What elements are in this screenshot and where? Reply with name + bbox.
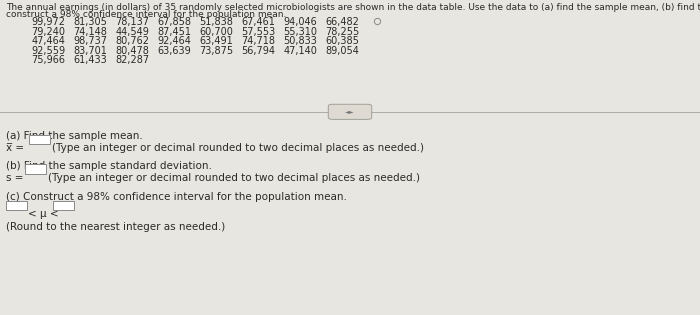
Text: 47,140: 47,140 [284,46,317,56]
Text: 50,833: 50,833 [284,36,317,46]
Text: construct a 98% confidence interval for the population mean.: construct a 98% confidence interval for … [6,10,286,19]
FancyBboxPatch shape [328,104,372,119]
Text: 79,240: 79,240 [32,27,66,37]
Text: 56,794: 56,794 [241,46,276,56]
Text: 73,875: 73,875 [199,46,234,56]
Text: s =: s = [6,173,27,183]
Text: 44,549: 44,549 [116,27,149,37]
FancyBboxPatch shape [29,135,50,144]
Text: 82,287: 82,287 [116,55,150,65]
Text: 67,461: 67,461 [241,17,275,27]
Text: 80,762: 80,762 [116,36,150,46]
Text: 63,491: 63,491 [199,36,233,46]
Text: 78,255: 78,255 [326,27,360,37]
Text: (Type an integer or decimal rounded to two decimal places as needed.): (Type an integer or decimal rounded to t… [48,173,420,183]
Text: 67,858: 67,858 [158,17,192,27]
Text: 55,310: 55,310 [284,27,318,37]
Text: (c) Construct a 98% confidence interval for the population mean.: (c) Construct a 98% confidence interval … [6,192,346,202]
Text: < μ <: < μ < [28,209,59,220]
FancyBboxPatch shape [25,164,46,174]
Text: (b) Find the sample standard deviation.: (b) Find the sample standard deviation. [6,161,211,171]
Text: (a) Find the sample mean.: (a) Find the sample mean. [6,131,142,141]
Text: ◄►: ◄► [345,109,355,114]
Text: 47,464: 47,464 [32,36,65,46]
FancyBboxPatch shape [52,201,74,210]
Text: 87,451: 87,451 [158,27,192,37]
Text: 63,639: 63,639 [158,46,191,56]
Text: 92,559: 92,559 [32,46,66,56]
Text: 81,305: 81,305 [74,17,107,27]
Text: 98,737: 98,737 [74,36,108,46]
Text: (Round to the nearest integer as needed.): (Round to the nearest integer as needed.… [6,222,225,232]
Text: 74,148: 74,148 [74,27,107,37]
Text: x̅ =: x̅ = [6,143,27,153]
Text: 99,972: 99,972 [32,17,66,27]
Text: 60,385: 60,385 [326,36,359,46]
Text: 92,464: 92,464 [158,36,191,46]
Text: 66,482: 66,482 [326,17,359,27]
Text: 83,701: 83,701 [74,46,107,56]
Text: (Type an integer or decimal rounded to two decimal places as needed.): (Type an integer or decimal rounded to t… [52,143,424,153]
Text: 51,838: 51,838 [199,17,233,27]
Text: 75,966: 75,966 [32,55,66,65]
Text: 60,700: 60,700 [199,27,233,37]
Text: 94,046: 94,046 [284,17,317,27]
FancyBboxPatch shape [6,201,27,210]
Text: 89,054: 89,054 [326,46,359,56]
Text: The annual earnings (in dollars) of 35 randomly selected microbiologists are sho: The annual earnings (in dollars) of 35 r… [6,3,700,12]
Text: 61,433: 61,433 [74,55,107,65]
Text: 80,478: 80,478 [116,46,149,56]
Text: 57,553: 57,553 [241,27,276,37]
Text: 78,137: 78,137 [116,17,150,27]
Text: 74,718: 74,718 [241,36,276,46]
